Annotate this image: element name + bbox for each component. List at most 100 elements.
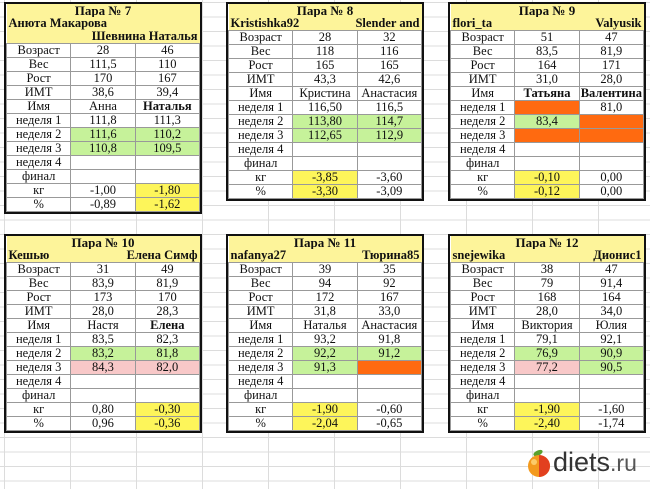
cell-b[interactable]: Елена	[134, 318, 201, 333]
pair-title[interactable]: Пара № 9	[450, 4, 644, 17]
cell-b[interactable]	[356, 142, 423, 157]
row-label[interactable]: ИМТ	[227, 304, 294, 319]
cell-b[interactable]: 42,6	[356, 72, 423, 87]
cell-a[interactable]: 118	[292, 44, 358, 59]
row-label[interactable]: Имя	[449, 86, 516, 101]
cell-a[interactable]: 91,3	[292, 360, 358, 375]
cell-b[interactable]: -3,60	[356, 170, 423, 185]
cell-b[interactable]: 114,7	[356, 114, 423, 129]
row-label[interactable]: %	[5, 416, 72, 431]
cell-a[interactable]: 31	[70, 262, 136, 277]
pair-title[interactable]: Пара № 7	[6, 4, 200, 17]
row-label[interactable]: неделя 3	[5, 141, 72, 156]
cell-b[interactable]: 164	[578, 290, 645, 305]
cell-b[interactable]: 49	[134, 262, 201, 277]
cell-a[interactable]: 79	[514, 276, 580, 291]
cell-b[interactable]: Анастасия	[356, 86, 423, 101]
cell-b[interactable]: 0,00	[578, 184, 645, 199]
row-label[interactable]: кг	[5, 402, 72, 417]
cell-a[interactable]: Наталья	[292, 318, 358, 333]
cell-a[interactable]: 77,2	[514, 360, 580, 375]
row-label[interactable]: неделя 1	[227, 100, 294, 115]
row-label[interactable]: кг	[449, 402, 516, 417]
cell-b[interactable]: -1,60	[578, 402, 645, 417]
cell-b[interactable]: 39,4	[134, 85, 201, 100]
row-label[interactable]: %	[227, 184, 294, 199]
cell-b[interactable]	[578, 374, 645, 389]
cell-b[interactable]: 33,0	[356, 304, 423, 319]
row-label[interactable]: неделя 4	[449, 142, 516, 157]
row-label[interactable]: неделя 2	[227, 346, 294, 361]
participant-nicks[interactable]: nafanya27 Тюрина85	[228, 249, 422, 263]
cell-a[interactable]: 28,0	[70, 304, 136, 319]
cell-a[interactable]: 83,5	[70, 332, 136, 347]
cell-b[interactable]: 90,9	[578, 346, 645, 361]
cell-b[interactable]: 109,5	[134, 141, 201, 156]
row-label[interactable]: %	[227, 416, 294, 431]
cell-b[interactable]	[356, 374, 423, 389]
row-label[interactable]: неделя 3	[449, 128, 516, 143]
cell-b[interactable]: Юлия	[578, 318, 645, 333]
row-label[interactable]: неделя 4	[5, 155, 72, 170]
row-label[interactable]: неделя 1	[5, 332, 72, 347]
row-label[interactable]: Возраст	[227, 262, 294, 277]
cell-b[interactable]: -1,62	[134, 197, 201, 212]
row-label[interactable]: неделя 3	[449, 360, 516, 375]
cell-b[interactable]: 116,5	[356, 100, 423, 115]
row-label[interactable]: %	[5, 197, 72, 212]
cell-a[interactable]	[70, 155, 136, 170]
cell-b[interactable]: 167	[134, 71, 201, 86]
row-label[interactable]: неделя 4	[449, 374, 516, 389]
row-label[interactable]: Вес	[227, 276, 294, 291]
row-label[interactable]: Вес	[5, 276, 72, 291]
cell-a[interactable]	[514, 142, 580, 157]
cell-b[interactable]	[356, 156, 423, 171]
row-label[interactable]: Рост	[227, 58, 294, 73]
row-label[interactable]: финал	[5, 388, 72, 403]
cell-a[interactable]: Кристина	[292, 86, 358, 101]
cell-b[interactable]: 82,3	[134, 332, 201, 347]
cell-a[interactable]: 28	[292, 30, 358, 45]
cell-a[interactable]: 43,3	[292, 72, 358, 87]
cell-b[interactable]: Валентина	[578, 86, 645, 101]
row-label[interactable]: неделя 2	[5, 127, 72, 142]
cell-b[interactable]: 92	[356, 276, 423, 291]
cell-a[interactable]	[70, 169, 136, 184]
row-label[interactable]: Вес	[5, 57, 72, 72]
cell-a[interactable]: 113,80	[292, 114, 358, 129]
row-label[interactable]: финал	[227, 156, 294, 171]
cell-a[interactable]: 83,9	[70, 276, 136, 291]
cell-a[interactable]: 28,0	[514, 304, 580, 319]
cell-b[interactable]: 171	[578, 58, 645, 73]
row-label[interactable]: ИМТ	[449, 72, 516, 87]
cell-b[interactable]: 112,9	[356, 128, 423, 143]
row-label[interactable]: неделя 3	[227, 128, 294, 143]
cell-b[interactable]	[134, 155, 201, 170]
cell-a[interactable]	[292, 156, 358, 171]
cell-b[interactable]: 116	[356, 44, 423, 59]
cell-b[interactable]: 0,00	[578, 170, 645, 185]
row-label[interactable]: кг	[227, 402, 294, 417]
cell-b[interactable]: -0,65	[356, 416, 423, 431]
cell-a[interactable]: 94	[292, 276, 358, 291]
cell-a[interactable]: 111,5	[70, 57, 136, 72]
row-label[interactable]: Рост	[449, 58, 516, 73]
row-label[interactable]: Рост	[5, 71, 72, 86]
cell-b[interactable]	[356, 360, 423, 375]
cell-a[interactable]: 31,8	[292, 304, 358, 319]
cell-a[interactable]: 168	[514, 290, 580, 305]
row-label[interactable]: неделя 2	[449, 346, 516, 361]
cell-b[interactable]: 91,2	[356, 346, 423, 361]
row-label[interactable]: Рост	[227, 290, 294, 305]
cell-b[interactable]: 91,8	[356, 332, 423, 347]
cell-a[interactable]: -0,89	[70, 197, 136, 212]
cell-a[interactable]	[514, 128, 580, 143]
participant-nicks[interactable]: Kristishka92 Slender and	[228, 17, 422, 31]
cell-b[interactable]: 81,0	[578, 100, 645, 115]
cell-a[interactable]: 93,2	[292, 332, 358, 347]
row-label[interactable]: Возраст	[449, 262, 516, 277]
cell-a[interactable]: Анна	[70, 99, 136, 114]
row-label[interactable]: Возраст	[227, 30, 294, 45]
row-label[interactable]: неделя 1	[5, 113, 72, 128]
cell-b[interactable]: 92,1	[578, 332, 645, 347]
